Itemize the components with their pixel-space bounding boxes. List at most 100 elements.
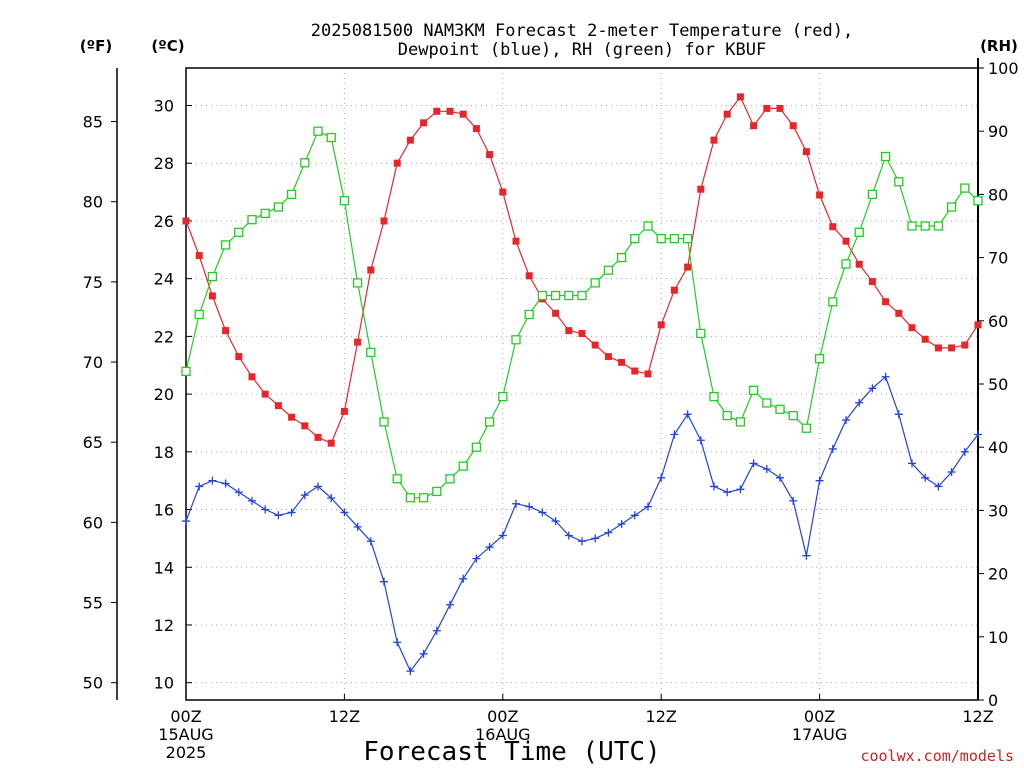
rh-point [643, 221, 653, 231]
rh-point [696, 328, 706, 339]
fahrenheit-tick-label: 70 [83, 353, 103, 372]
rh-point [722, 410, 732, 421]
rh-point [286, 189, 297, 200]
rh-point [788, 410, 798, 421]
dewpoint-point [762, 465, 771, 474]
dewpoint-point [234, 488, 243, 497]
temperature-point [974, 321, 982, 329]
temperature-point [354, 338, 362, 346]
dewpoint-point [657, 473, 666, 482]
dewpoint-point [921, 473, 930, 482]
dewpoint-point [459, 574, 468, 583]
temperature-point [327, 439, 335, 447]
rh-point [498, 391, 508, 402]
dewpoint-point [472, 554, 481, 563]
temperature-point [367, 266, 375, 274]
rh-line [185, 130, 979, 499]
x-tick-label: 00Z [804, 707, 835, 726]
rh-point [630, 233, 640, 244]
celsius-tick-label: 22 [154, 327, 174, 346]
dewpoint-point [393, 638, 402, 647]
rh-point [841, 259, 851, 269]
fahrenheit-tick-label: 60 [83, 513, 103, 532]
celsius-tick-label: 28 [154, 154, 174, 173]
rh-point [273, 202, 284, 212]
dewpoint-point [683, 410, 692, 419]
dewpoint-point [221, 479, 230, 488]
temperature-point [618, 358, 626, 366]
dewpoint-point [274, 511, 283, 520]
dewpoint-point [670, 430, 679, 439]
dewpoint-point [340, 508, 349, 517]
rh-point [405, 493, 416, 503]
dewpoint-point [300, 491, 309, 500]
rh-point [234, 227, 244, 237]
x-tick-label: 16AUG [475, 725, 530, 744]
dewpoint-point [749, 459, 758, 468]
rh-point [880, 151, 891, 162]
dewpoint-point [828, 444, 837, 453]
temperature-point [934, 344, 942, 352]
fahrenheit-tick-label: 75 [83, 273, 103, 292]
axes: 1012141618202224262830505560657075808501… [83, 58, 1019, 762]
temperature-point [789, 122, 797, 130]
rh-point [564, 290, 574, 301]
temperature-point [248, 373, 256, 381]
dewpoint-line [185, 375, 979, 673]
x-tick-label: 15AUG [158, 725, 213, 744]
fahrenheit-tick-label: 85 [83, 113, 103, 132]
dewpoint-point [789, 496, 798, 505]
dewpoint-point [195, 482, 204, 491]
watermark: coolwx.com/models [860, 747, 1014, 765]
rh-point [960, 183, 970, 193]
temperature-point [604, 353, 612, 361]
temperature-point [921, 335, 929, 343]
rh-point [735, 417, 746, 427]
celsius-tick-label: 14 [154, 558, 174, 577]
dewpoint-point [485, 543, 494, 552]
dewpoint-point [881, 372, 890, 381]
temperature-point [393, 159, 401, 167]
rh-point [682, 233, 693, 244]
dewpoint-point [366, 537, 375, 546]
rh-point [973, 196, 983, 206]
dewpoint-point [327, 493, 336, 502]
temperature-point [512, 237, 520, 245]
temperature-point [525, 272, 533, 280]
dewpoint-point [842, 416, 850, 425]
dewpoint-point [894, 410, 903, 419]
rh-point [220, 240, 231, 250]
temperature-point [855, 260, 863, 268]
dewpoint-point [591, 534, 600, 543]
rh-point [194, 309, 204, 320]
rh-point [511, 335, 521, 345]
dewpoint-point [736, 485, 745, 494]
rh-point [814, 354, 825, 364]
dewpoint-point [498, 531, 507, 540]
temperature-point [644, 370, 652, 378]
rh-point [894, 177, 904, 187]
rh-point [867, 189, 878, 200]
rh-point [352, 278, 363, 288]
rh-point [590, 278, 600, 288]
temperature-point [710, 136, 718, 144]
celsius-tick-label: 30 [154, 97, 174, 116]
temperature-point [195, 252, 203, 260]
dewpoint-point [208, 476, 217, 485]
rh-tick-label: 60 [988, 312, 1008, 331]
temperature-point [565, 327, 573, 335]
x-tick-label: 00Z [170, 707, 201, 726]
temperature-point [631, 367, 639, 375]
rh-point [471, 442, 482, 452]
celsius-tick-label: 18 [154, 443, 174, 462]
rh-tick-label: 70 [988, 249, 1008, 268]
temperature-point [406, 136, 414, 144]
temperature-point [684, 263, 692, 271]
temperature-point [222, 327, 230, 335]
temperature-point [380, 217, 388, 225]
rh-point [207, 271, 218, 282]
x-tick-label: 17AUG [792, 725, 847, 744]
rh-point [392, 474, 402, 484]
temperature-point [895, 309, 903, 317]
